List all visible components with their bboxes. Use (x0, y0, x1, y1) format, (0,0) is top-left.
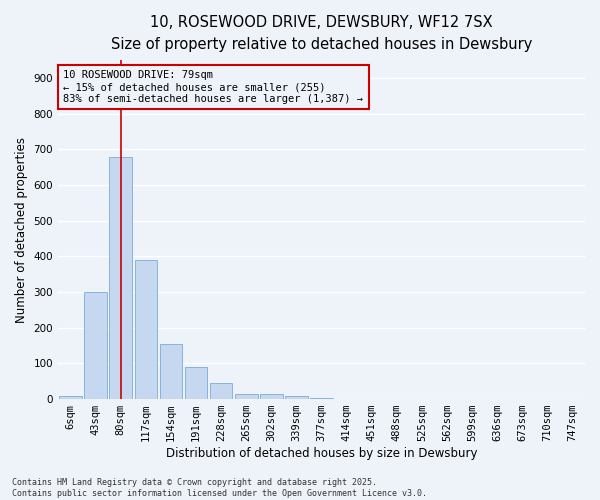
Bar (235, 394, 257, 399)
Bar (59, 396, 82, 399)
Bar (160, 344, 182, 399)
Title: 10, ROSEWOOD DRIVE, DEWSBURY, WF12 7SX
Size of property relative to detached hou: 10, ROSEWOOD DRIVE, DEWSBURY, WF12 7SX S… (111, 15, 532, 52)
Bar (85, 292, 107, 399)
Bar (310, 398, 333, 399)
Bar (260, 394, 283, 399)
Bar (134, 260, 157, 399)
Bar (210, 383, 232, 399)
Text: Contains HM Land Registry data © Crown copyright and database right 2025.
Contai: Contains HM Land Registry data © Crown c… (12, 478, 427, 498)
Y-axis label: Number of detached properties: Number of detached properties (15, 136, 28, 322)
Bar (185, 367, 208, 399)
Bar (285, 396, 308, 399)
Text: 10 ROSEWOOD DRIVE: 79sqm
← 15% of detached houses are smaller (255)
83% of semi-: 10 ROSEWOOD DRIVE: 79sqm ← 15% of detach… (64, 70, 364, 104)
Bar (109, 156, 132, 399)
X-axis label: Distribution of detached houses by size in Dewsbury: Distribution of detached houses by size … (166, 447, 477, 460)
